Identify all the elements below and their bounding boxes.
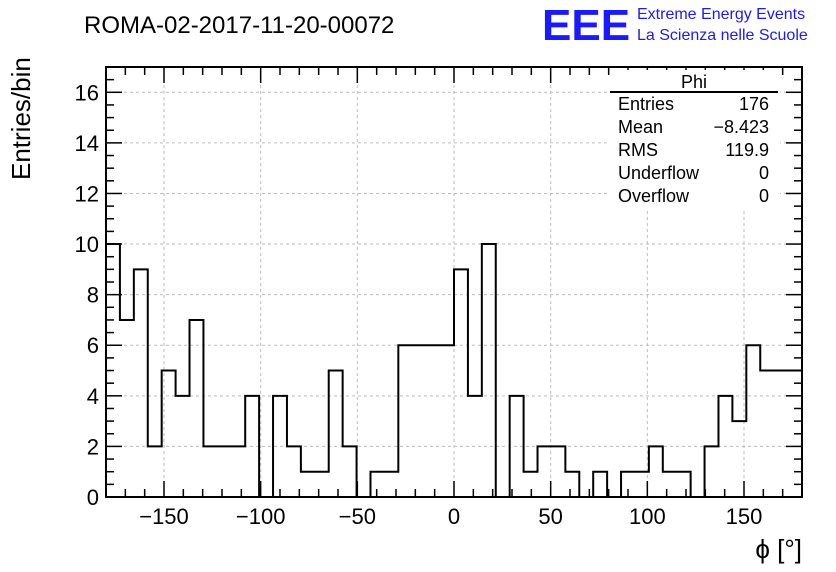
histogram-bin-9 — [231, 446, 245, 497]
y-tick-label-8: 16 — [75, 80, 99, 105]
chart-title: ROMA-02-2017-11-20-00072 — [84, 12, 394, 39]
stats-value-1: −8.423 — [713, 117, 769, 137]
histogram-bin-32 — [551, 446, 565, 497]
histogram-bin-4 — [162, 371, 176, 497]
histogram-bin-39 — [649, 446, 663, 497]
histogram-bin-44 — [718, 396, 732, 497]
y-tick-label-7: 14 — [75, 131, 99, 156]
histogram-bin-27 — [482, 244, 496, 497]
x-tick-label-4: 50 — [538, 504, 562, 529]
histogram-bin-46 — [746, 345, 760, 497]
y-axis-ticks: 0 2 4 6 8 10 12 14 16 — [75, 66, 802, 510]
histogram-bin-22 — [412, 345, 426, 497]
stats-box: Phi Entries 176 Mean −8.423 RMS 119.9 Underflo… — [610, 70, 780, 210]
histogram-bin-47 — [760, 371, 774, 497]
stats-label-4: Overflow — [618, 186, 690, 206]
stats-value-3: 0 — [759, 163, 769, 183]
y-tick-label-0: 0 — [87, 485, 99, 510]
x-tick-label-2: −50 — [339, 504, 376, 529]
x-tick-label-6: 150 — [726, 504, 763, 529]
histogram-bin-41 — [677, 472, 691, 497]
histogram-bin-24 — [440, 345, 454, 497]
eee-logo: EEE Extreme Energy Events La Scienza nel… — [542, 1, 808, 50]
x-tick-label-5: 100 — [629, 504, 666, 529]
histogram-bin-17 — [343, 446, 357, 497]
histogram-bin-26 — [468, 396, 482, 497]
histogram-bin-3 — [148, 446, 162, 497]
histogram-bin-8 — [217, 446, 231, 497]
histogram-bin-43 — [705, 446, 719, 497]
histogram-bin-6 — [190, 320, 204, 497]
histogram-bin-33 — [565, 472, 579, 497]
histogram-bin-7 — [203, 446, 217, 497]
y-axis-title: Entries/bin — [6, 57, 36, 180]
x-axis-ticks: −150 −100 −50 0 50 100 150 — [124, 67, 784, 529]
histogram-bin-16 — [329, 371, 343, 497]
stats-label-2: RMS — [618, 140, 658, 160]
histogram-bin-14 — [301, 472, 315, 497]
histogram-bin-15 — [315, 472, 329, 497]
eee-logo-mark: EEE — [542, 1, 630, 50]
stats-label-0: Entries — [618, 94, 674, 114]
histogram-bin-35 — [593, 472, 607, 497]
y-tick-label-4: 8 — [87, 283, 99, 308]
stats-box-title: Phi — [681, 72, 707, 92]
x-tick-label-0: −150 — [139, 504, 189, 529]
histogram-bin-21 — [398, 345, 412, 497]
histogram-bin-2 — [134, 269, 148, 497]
stats-value-2: 119.9 — [725, 140, 769, 160]
histogram-bin-1 — [120, 320, 134, 497]
histogram-bin-48 — [774, 371, 788, 497]
eee-logo-line2: La Scienza nelle Scuole — [637, 27, 808, 44]
histogram-bin-19 — [370, 472, 384, 497]
histogram-bin-29 — [510, 396, 524, 497]
stats-label-3: Underflow — [618, 163, 700, 183]
y-tick-label-3: 6 — [87, 333, 99, 358]
histogram-bin-25 — [454, 269, 468, 497]
histogram-bin-10 — [245, 396, 259, 497]
stats-value-4: 0 — [759, 186, 769, 206]
histogram-bin-23 — [426, 345, 440, 497]
y-tick-label-1: 2 — [87, 434, 99, 459]
x-tick-label-1: −100 — [236, 504, 286, 529]
histogram-bin-12 — [273, 396, 287, 497]
stats-value-0: 176 — [739, 94, 769, 114]
y-tick-label-5: 10 — [75, 232, 99, 257]
histogram-bin-5 — [176, 396, 190, 497]
eee-logo-line1: Extreme Energy Events — [637, 6, 805, 23]
stats-label-1: Mean — [618, 117, 663, 137]
histogram-bin-30 — [524, 472, 538, 497]
histogram-outline — [105, 243, 803, 498]
y-tick-label-6: 12 — [75, 181, 99, 206]
x-axis-title: ϕ [°] — [755, 534, 802, 564]
x-tick-label-3: 0 — [448, 504, 460, 529]
histogram-bin-31 — [538, 446, 552, 497]
y-tick-label-2: 4 — [87, 384, 99, 409]
histogram-bin-40 — [663, 472, 677, 497]
